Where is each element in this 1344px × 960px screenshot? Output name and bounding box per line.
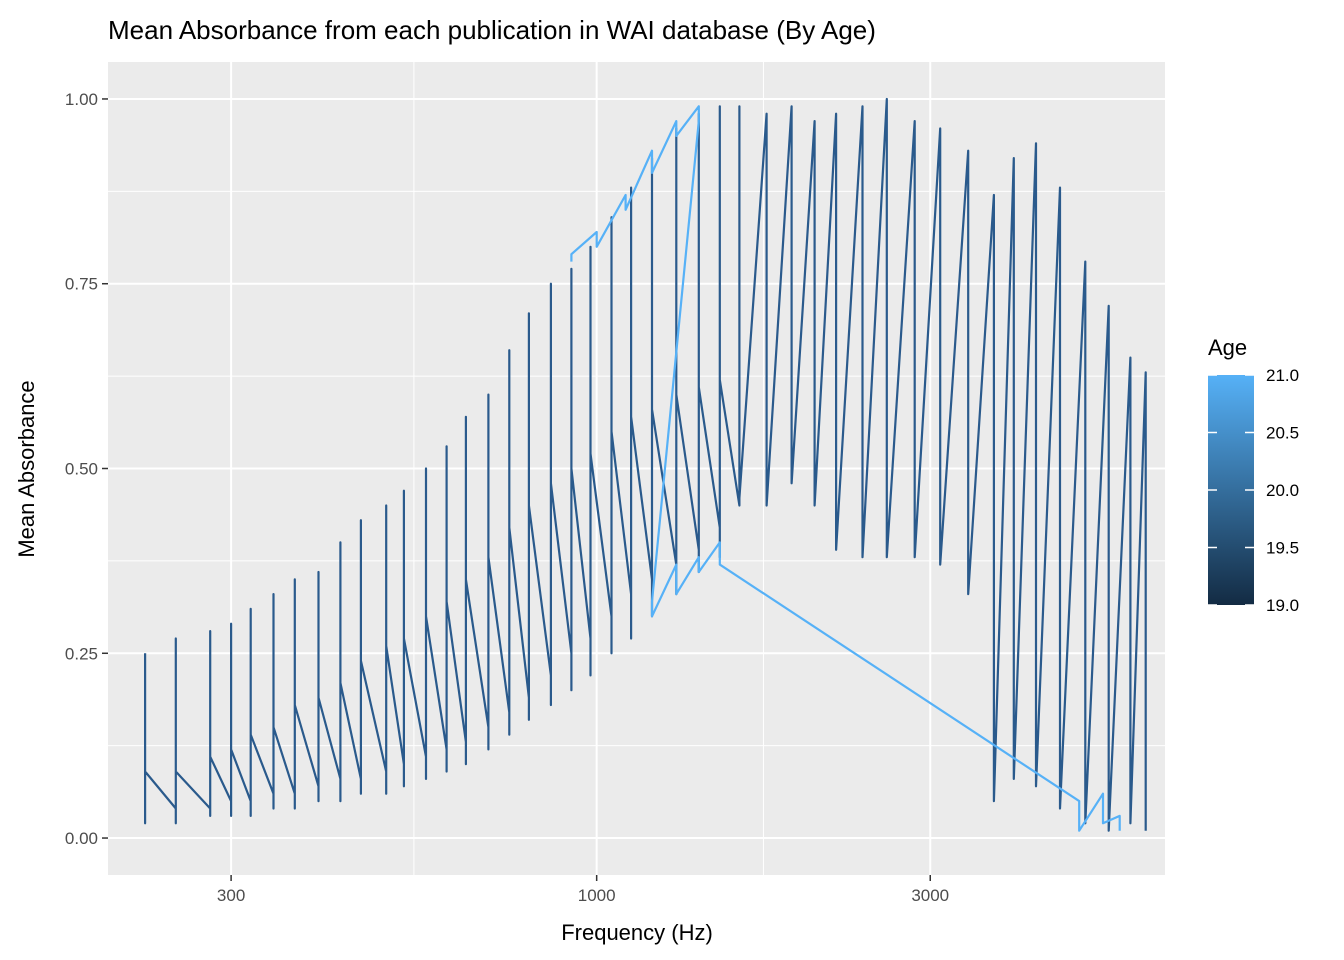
x-axis-title: Frequency (Hz) [561,920,713,945]
data-series [144,97,1147,832]
y-tick-label: 0.75 [65,275,98,294]
x-tick-label: 1000 [578,886,616,905]
legend-tick-label: 20.5 [1266,424,1299,443]
legend-tick-label: 19.0 [1266,596,1299,615]
x-axis: 300 1000 3000 [217,875,949,905]
y-tick-label: 0.25 [65,644,98,663]
legend-tick-label: 21.0 [1266,366,1299,385]
x-tick-label: 3000 [911,886,949,905]
series-line-0 [144,97,1147,832]
x-tick-label: 300 [217,886,245,905]
y-axis: 0.00 0.25 0.50 0.75 1.00 [65,90,108,848]
series-line-1 [570,105,1121,832]
legend: Age 21.0 20.5 20.0 19.5 19.0 [1208,335,1299,615]
legend-tick-label: 19.5 [1266,539,1299,558]
legend-tick-label: 20.0 [1266,481,1299,500]
legend-ticks: 21.0 20.5 20.0 19.5 19.0 [1208,366,1299,615]
y-tick-label: 0.50 [65,460,98,479]
chart-title: Mean Absorbance from each publication in… [108,15,876,45]
legend-title: Age [1208,335,1247,360]
y-tick-label: 1.00 [65,90,98,109]
y-tick-label: 0.00 [65,829,98,848]
y-axis-title: Mean Absorbance [14,380,39,557]
